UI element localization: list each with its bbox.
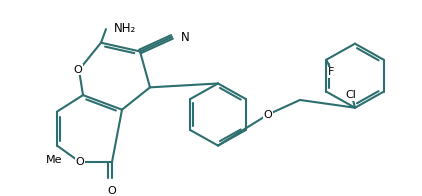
Text: N: N	[181, 31, 190, 44]
Text: O: O	[264, 110, 272, 120]
Text: O: O	[76, 157, 84, 167]
Text: NH₂: NH₂	[114, 22, 136, 35]
Text: Me: Me	[46, 155, 62, 165]
Text: O: O	[73, 65, 82, 75]
Text: F: F	[328, 67, 335, 77]
Text: Cl: Cl	[346, 90, 357, 100]
Text: O: O	[108, 186, 116, 196]
